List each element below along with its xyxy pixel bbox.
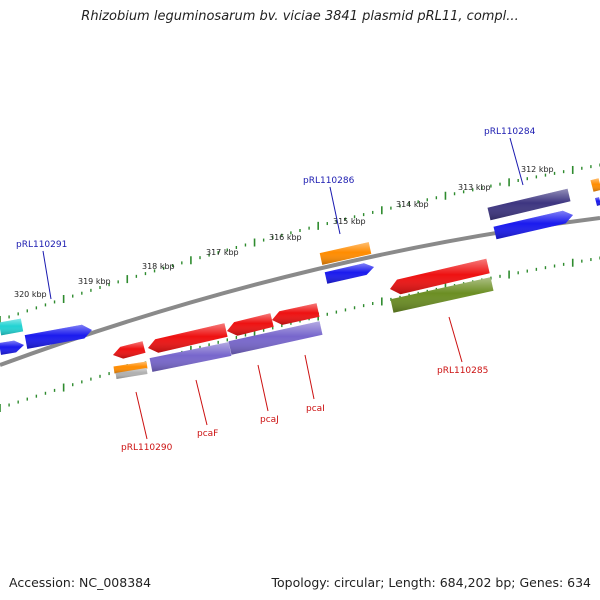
gene-label: pRL110286 (303, 176, 355, 186)
gene-arrow-shading (390, 277, 494, 313)
gene-arrow-shading (493, 210, 573, 240)
tick-label-group: 312 kbp 313 kbp 314 kbp 315 kbp 316 kbp 317 k… (14, 165, 554, 299)
gene-arrow-shading (227, 313, 274, 336)
gene-arrow-shading (487, 188, 571, 221)
label-leader-line (257, 364, 269, 412)
gene-label: pcaI (306, 404, 325, 414)
gene-label: pRL110284 (484, 127, 536, 137)
outer-tick-ring (0, 163, 600, 324)
label-leader-line (509, 137, 524, 186)
map-title: Rhizobium leguminosarum bv. viciae 3841 … (81, 9, 519, 24)
accession-text: Accession: NC_008384 (9, 575, 152, 590)
gene-arrow-shading (324, 263, 374, 284)
tick-label: 313 kbp (458, 183, 491, 192)
gene-arrow-shading (228, 321, 323, 355)
gene-label: pRL110285 (437, 366, 488, 376)
label-leader-lines (42, 137, 524, 440)
gene-arrow-shading (24, 324, 93, 349)
tick-label: 312 kbp (521, 165, 554, 174)
tick-label: 319 kbp (78, 277, 111, 286)
gene-arrow-shading (272, 303, 320, 325)
gene-label: pcaF (197, 429, 218, 439)
label-leader-line (135, 391, 148, 440)
gene-label: pcaJ (260, 415, 279, 425)
gene-arrow-shading (115, 368, 148, 379)
gene-arrow-shading (595, 197, 600, 206)
gene-arrow-shading (113, 361, 148, 374)
tick-label: 314 kbp (396, 200, 429, 209)
gene-label-group: pRL110291 pRL110286 pRL110284 pRL110290 pcaF… (16, 127, 536, 453)
gene-arrow-shading (149, 342, 232, 372)
gene-arrow-shading (113, 341, 146, 359)
label-leader-line (448, 316, 463, 363)
gene-label: pRL110291 (16, 240, 67, 250)
tick-label: 317 kbp (206, 248, 239, 257)
gene-label: pRL110290 (121, 443, 173, 453)
gene-features (0, 178, 600, 379)
tick-label: 318 kbp (142, 262, 175, 271)
gene-arrow-shading (148, 323, 228, 353)
label-leader-line (42, 250, 52, 300)
tick-label: 316 kbp (269, 233, 302, 242)
label-leader-line (195, 379, 208, 426)
gene-arrow-shading (319, 242, 372, 265)
tick-label: 320 kbp (14, 290, 47, 299)
label-leader-line (304, 354, 315, 400)
summary-text: Topology: circular; Length: 684,202 bp; … (271, 575, 592, 590)
label-leader-line (329, 186, 341, 235)
gene-arrow-shading (590, 178, 600, 192)
gene-arrow-shading (390, 258, 490, 295)
tick-label: 315 kbp (333, 217, 366, 226)
gene-arrow-shading (0, 318, 24, 336)
gene-arrow-shading (0, 340, 24, 355)
